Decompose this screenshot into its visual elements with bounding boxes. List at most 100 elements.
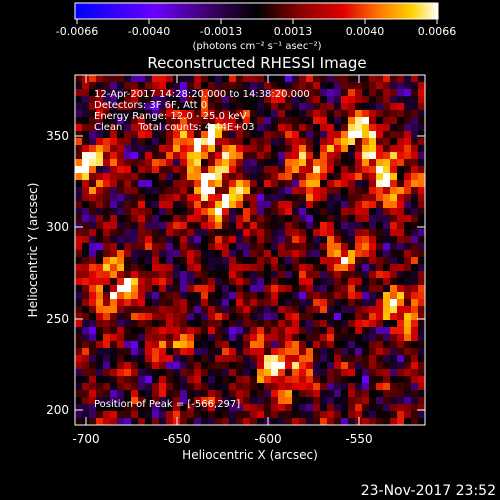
heatmap-pixel [390, 201, 398, 209]
heatmap-pixel [243, 264, 251, 272]
heatmap-pixel [411, 292, 419, 300]
heatmap-pixel [131, 75, 139, 83]
heatmap-pixel [404, 75, 412, 83]
heatmap-pixel [271, 152, 279, 160]
heatmap-pixel [243, 327, 251, 335]
heatmap-pixel [159, 257, 167, 265]
heatmap-pixel [306, 299, 314, 307]
heatmap-pixel [124, 411, 132, 419]
heatmap-pixel [334, 355, 342, 363]
heatmap-pixel [306, 173, 314, 181]
heatmap-pixel [418, 82, 425, 90]
heatmap-pixel [138, 96, 146, 104]
heatmap-pixel [187, 278, 195, 286]
heatmap-pixel [271, 215, 279, 223]
heatmap-pixel [194, 278, 202, 286]
heatmap-pixel [96, 404, 104, 412]
heatmap-pixel [271, 334, 279, 342]
heatmap-pixel [173, 404, 181, 412]
heatmap-pixel [250, 222, 258, 230]
heatmap-pixel [418, 89, 425, 97]
heatmap-pixel [376, 292, 384, 300]
y-tick-label: 250 [46, 312, 69, 326]
heatmap-pixel [334, 75, 342, 83]
heatmap-pixel [404, 82, 412, 90]
heatmap-pixel [327, 124, 335, 132]
heatmap-pixel [376, 159, 384, 167]
heatmap-pixel [292, 327, 300, 335]
heatmap-pixel [180, 306, 188, 314]
heatmap-pixel [82, 292, 90, 300]
heatmap-pixel [341, 348, 349, 356]
heatmap-pixel [264, 348, 272, 356]
heatmap-pixel [96, 222, 104, 230]
heatmap-pixel [341, 397, 349, 405]
heatmap-pixel [418, 257, 425, 265]
heatmap-pixel [362, 117, 370, 125]
heatmap-pixel [229, 285, 237, 293]
heatmap-pixel [215, 320, 223, 328]
heatmap-pixel [180, 250, 188, 258]
heatmap-pixel [89, 89, 97, 97]
heatmap-pixel [166, 292, 174, 300]
heatmap-pixel [313, 96, 321, 104]
heatmap-pixel [257, 418, 265, 425]
heatmap-pixel [264, 208, 272, 216]
heatmap-pixel [278, 313, 286, 321]
heatmap-pixel [404, 152, 412, 160]
heatmap-pixel [222, 264, 230, 272]
heatmap-pixel [103, 110, 111, 118]
heatmap-pixel [362, 327, 370, 335]
heatmap-pixel [383, 215, 391, 223]
heatmap-pixel [208, 257, 216, 265]
heatmap-pixel [215, 418, 223, 425]
heatmap-pixel [278, 411, 286, 419]
heatmap-pixel [355, 264, 363, 272]
heatmap-pixel [222, 271, 230, 279]
heatmap-pixel [334, 376, 342, 384]
heatmap-pixel [355, 243, 363, 251]
heatmap-pixel [194, 117, 202, 125]
heatmap-pixel [96, 138, 104, 146]
heatmap-pixel [383, 236, 391, 244]
heatmap-pixel [320, 82, 328, 90]
heatmap-pixel [334, 222, 342, 230]
heatmap-pixel [271, 327, 279, 335]
heatmap-pixel [229, 383, 237, 391]
heatmap-pixel [355, 187, 363, 195]
heatmap-pixel [75, 397, 83, 405]
heatmap-pixel [404, 313, 412, 321]
heatmap-pixel [411, 334, 419, 342]
heatmap-pixel [187, 369, 195, 377]
heatmap-pixel [390, 124, 398, 132]
heatmap-pixel [404, 411, 412, 419]
heatmap-pixel [271, 82, 279, 90]
heatmap-pixel [383, 131, 391, 139]
heatmap-pixel [75, 264, 83, 272]
heatmap-pixel [145, 348, 153, 356]
heatmap-pixel [117, 320, 125, 328]
heatmap-pixel [278, 145, 286, 153]
heatmap-pixel [390, 222, 398, 230]
heatmap-pixel [152, 201, 160, 209]
heatmap-pixel [201, 313, 209, 321]
heatmap-pixel [383, 257, 391, 265]
heatmap-pixel [187, 236, 195, 244]
heatmap-pixel [369, 418, 377, 425]
heatmap-pixel [201, 173, 209, 181]
heatmap-pixel [138, 159, 146, 167]
heatmap-pixel [306, 103, 314, 111]
heatmap-pixel [313, 411, 321, 419]
heatmap-pixel [278, 278, 286, 286]
heatmap-pixel [145, 327, 153, 335]
heatmap-pixel [250, 320, 258, 328]
heatmap-pixel [243, 271, 251, 279]
heatmap-pixel [292, 173, 300, 181]
heatmap-pixel [257, 208, 265, 216]
heatmap-pixel [292, 75, 300, 83]
heatmap-pixel [390, 383, 398, 391]
heatmap-pixel [103, 299, 111, 307]
heatmap-pixel [222, 82, 230, 90]
heatmap-pixel [334, 271, 342, 279]
heatmap-pixel [215, 110, 223, 118]
